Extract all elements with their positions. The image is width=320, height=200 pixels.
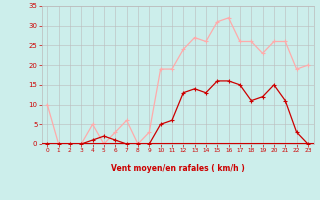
X-axis label: Vent moyen/en rafales ( km/h ): Vent moyen/en rafales ( km/h ) [111,164,244,173]
